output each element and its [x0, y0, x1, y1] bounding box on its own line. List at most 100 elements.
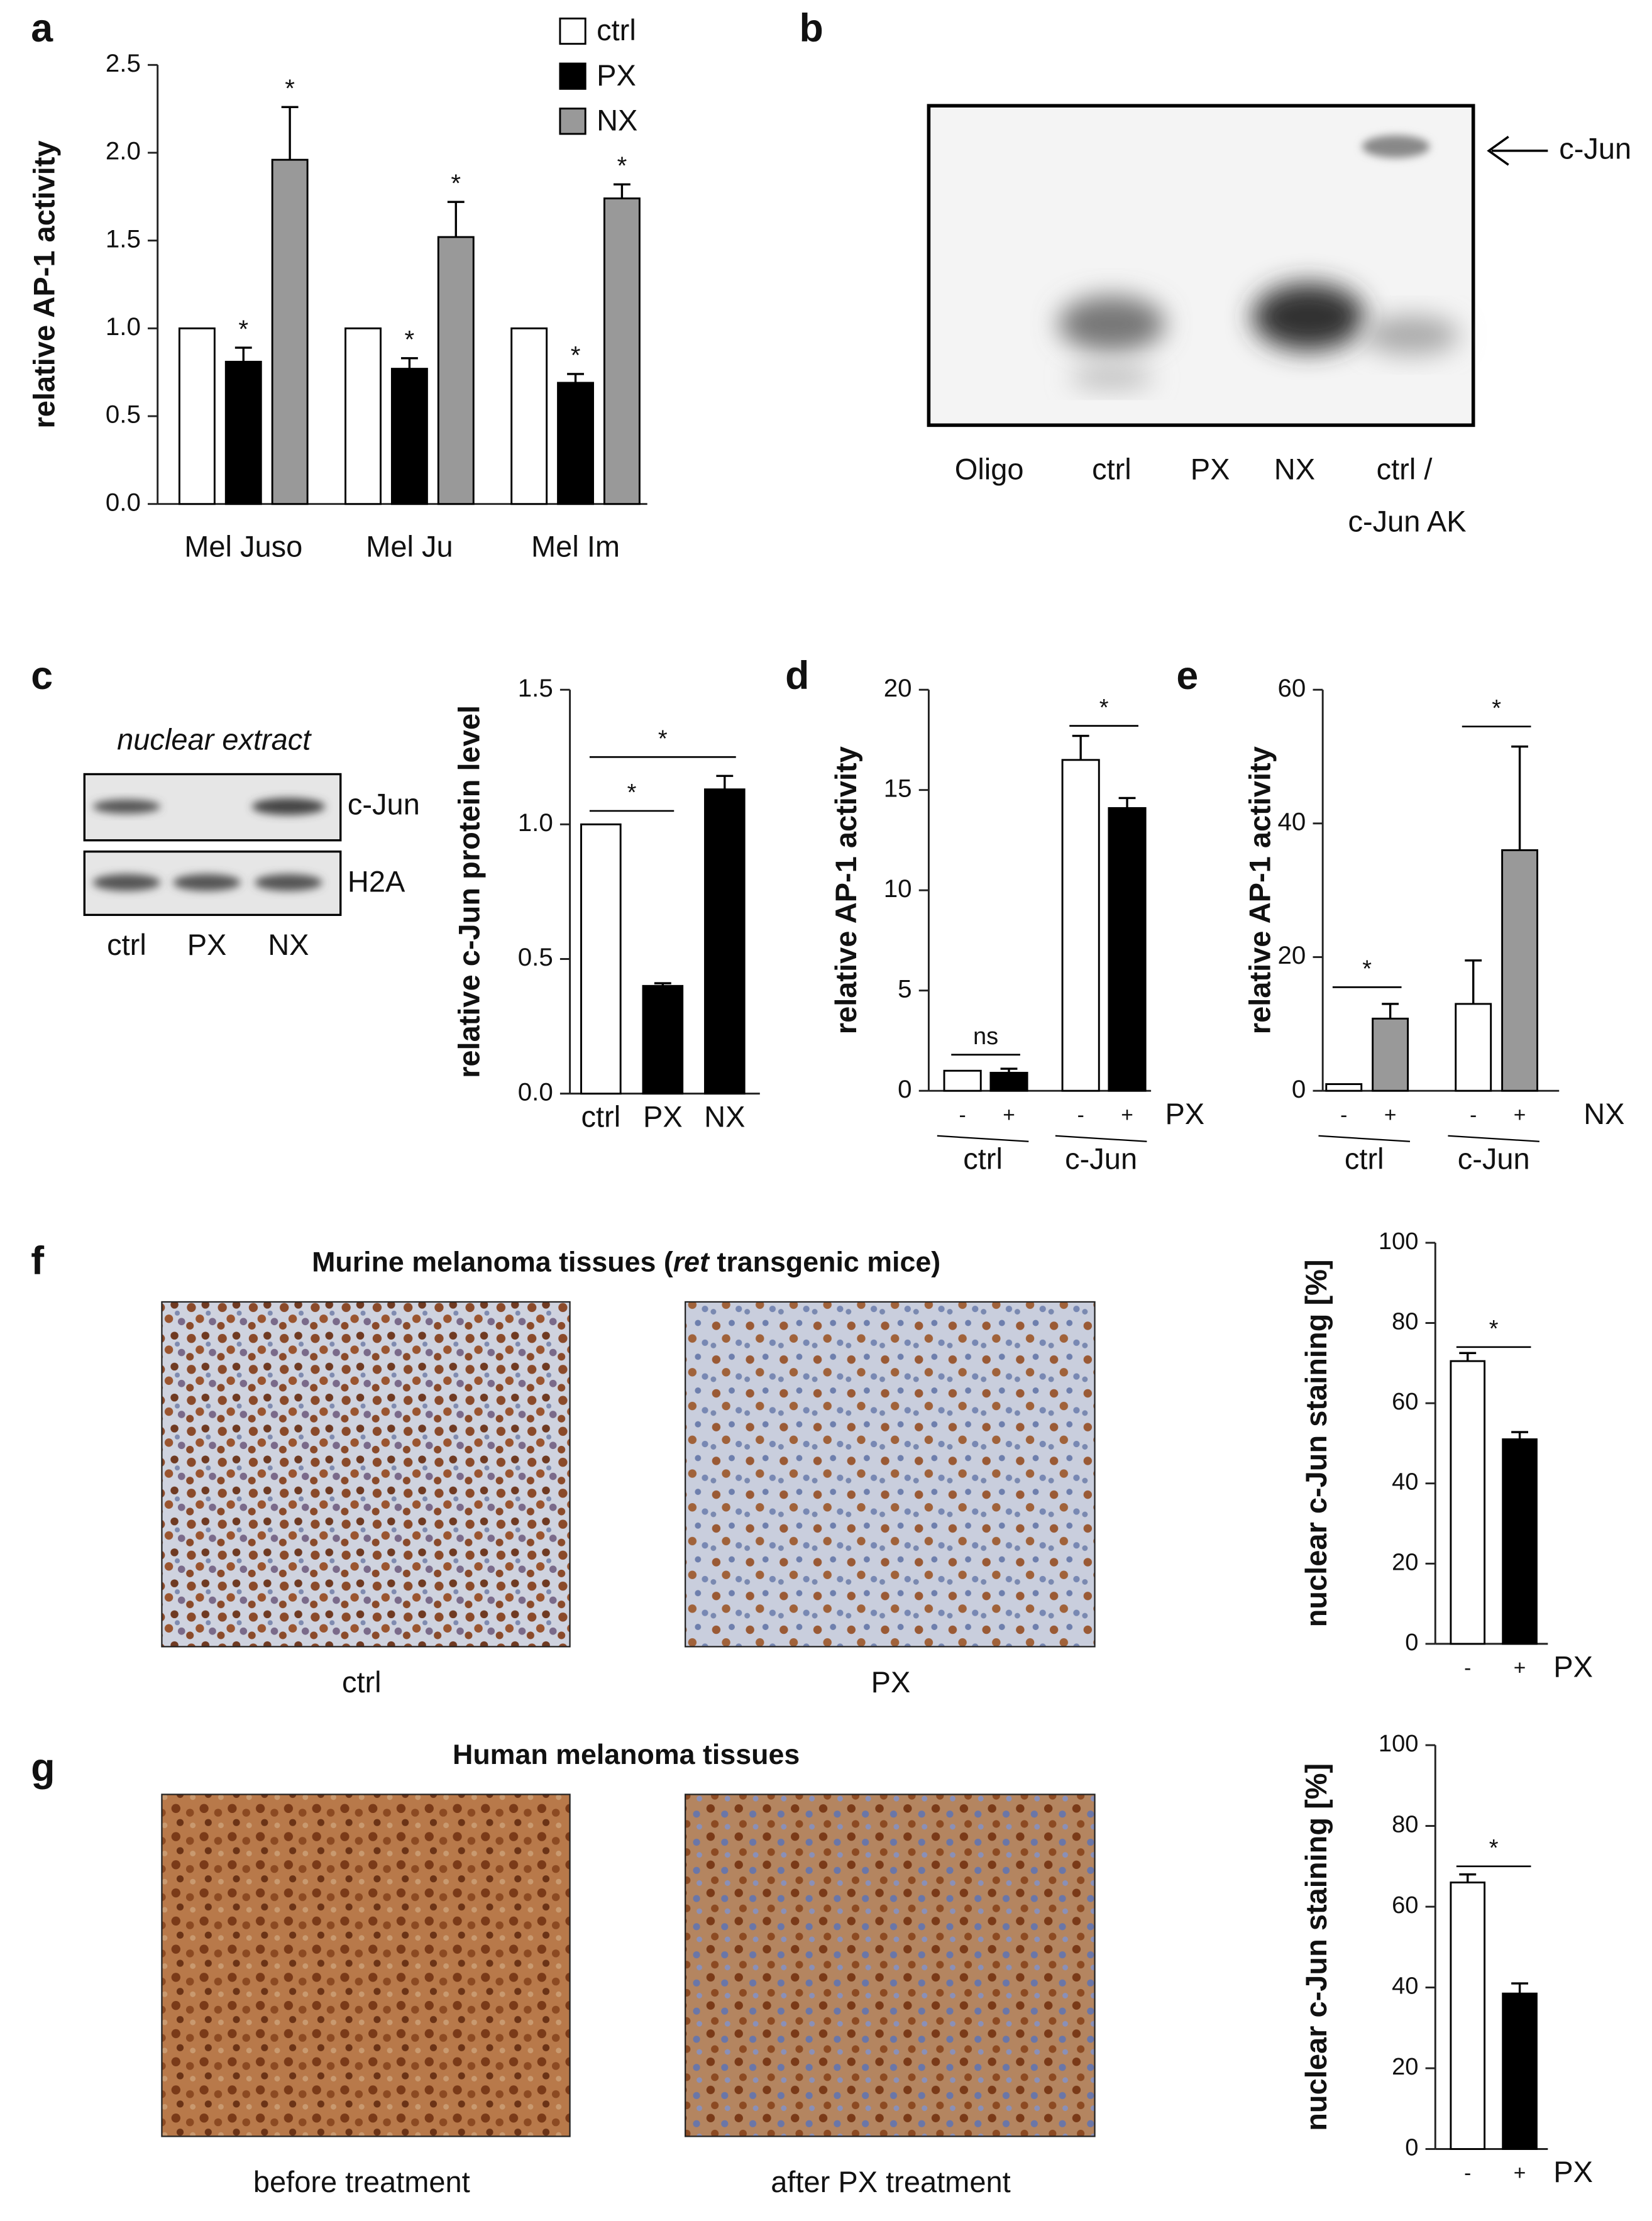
y-tick-label: 2.5	[106, 49, 141, 77]
panel-label: e	[1176, 654, 1198, 698]
x-tick-label: Mel Ju	[366, 530, 453, 563]
x-tick-label: +	[1003, 1103, 1015, 1127]
x-tick-label: -	[1077, 1103, 1084, 1127]
group-line	[937, 1135, 1029, 1142]
y-tick-label: 80	[1392, 1812, 1418, 1838]
bar	[1325, 1083, 1363, 1092]
y-axis-label: relative AP-1 activity	[1243, 746, 1276, 1034]
bar	[943, 1069, 982, 1092]
y-tick-label: 0	[1292, 1075, 1306, 1103]
group-label: c-Jun	[1065, 1142, 1137, 1176]
bar	[557, 382, 594, 505]
error-bar	[1382, 1003, 1399, 1019]
error-bar	[1511, 1982, 1529, 1994]
y-tick-label: 1.5	[106, 224, 141, 253]
y-tick-label: 10	[884, 874, 912, 903]
y-tick-label: 0	[1405, 2135, 1418, 2161]
x-tick-label: -	[959, 1103, 966, 1127]
y-tick-label: 40	[1392, 1469, 1418, 1496]
y-tick-label: 20	[1392, 2054, 1418, 2080]
y-tick-label: 60	[1392, 1892, 1418, 1919]
significance: *	[571, 341, 581, 370]
x-tick-label: NX	[704, 1099, 745, 1133]
y-tick-label: 1.0	[518, 808, 553, 837]
x-tick-label: -	[1470, 1103, 1477, 1127]
bracket-label: *	[658, 725, 668, 752]
bracket-label: ns	[973, 1023, 998, 1050]
x-tick-label: -	[1340, 1103, 1347, 1127]
error-bar	[447, 201, 465, 238]
micrograph-label: before treatment	[253, 2165, 470, 2198]
x-tick-label: Mel Juso	[184, 530, 302, 563]
bracket-label: *	[1489, 1835, 1499, 1861]
x-tick-label: Mel Im	[531, 530, 620, 563]
micrograph-title: Murine melanoma tissues (ret transgenic …	[312, 1246, 940, 1277]
blot-lane-label: ctrl	[107, 928, 146, 961]
bar	[1502, 1438, 1538, 1645]
legend-swatch	[559, 62, 586, 90]
bar	[989, 1071, 1028, 1092]
y-tick-label: 0	[1405, 1629, 1418, 1656]
error-bar	[1118, 796, 1136, 808]
bar	[344, 327, 382, 505]
bracket-label: *	[1489, 1316, 1499, 1342]
gel-image	[927, 104, 1475, 427]
y-tick-label: 100	[1379, 1731, 1418, 1757]
group-line	[1318, 1135, 1411, 1142]
title-part: transgenic mice)	[709, 1246, 940, 1277]
bar	[704, 788, 746, 1095]
legend-swatch	[559, 107, 586, 135]
y-tick-label: 80	[1392, 1309, 1418, 1335]
bar	[271, 158, 309, 505]
bracket-label: *	[1362, 956, 1372, 983]
bar	[390, 368, 428, 505]
y-tick-label: 15	[884, 774, 912, 802]
group-label: ctrl	[963, 1142, 1003, 1176]
y-tick-label: 40	[1392, 1973, 1418, 2000]
blot-header: nuclear extract	[117, 722, 312, 756]
bracket-label: *	[1492, 695, 1501, 722]
lane-label: NX	[1274, 453, 1315, 486]
x-tick-label: -	[1464, 1656, 1471, 1680]
legend-label: NX	[597, 103, 637, 136]
bar	[224, 360, 262, 505]
y-tick-label: 60	[1278, 674, 1306, 702]
error-bar	[234, 346, 252, 362]
y-tick-label: 2.0	[106, 137, 141, 165]
significance: *	[405, 326, 415, 354]
error-bar	[1072, 734, 1089, 760]
micrograph	[161, 1301, 571, 1648]
bracket-label: *	[627, 780, 637, 806]
lane-label: ctrl	[1092, 453, 1132, 486]
error-bar	[1511, 745, 1529, 851]
y-tick-label: 0.5	[518, 943, 553, 971]
bar	[580, 823, 622, 1095]
legend-label: PX	[597, 58, 636, 92]
significance: *	[617, 152, 627, 180]
bar	[437, 236, 475, 505]
factor-label: PX	[1553, 2155, 1593, 2188]
y-tick-label: 100	[1379, 1228, 1418, 1255]
significance: *	[238, 315, 248, 343]
arrow-head	[1487, 136, 1509, 166]
y-tick-label: 0.0	[518, 1077, 553, 1106]
error-bar	[567, 373, 584, 383]
error-bar	[1465, 959, 1482, 1004]
bar	[1061, 759, 1100, 1092]
y-tick-label: 1.5	[518, 674, 553, 702]
micrograph	[685, 1301, 1096, 1648]
y-tick-label: 0.5	[106, 400, 141, 429]
bar	[1502, 1992, 1538, 2150]
y-axis-label: relative AP-1 activity	[829, 746, 862, 1034]
band-label: c-Jun	[1559, 131, 1631, 165]
y-tick-label: 0	[898, 1075, 911, 1103]
y-tick-label: 40	[1278, 807, 1306, 835]
bar	[1372, 1017, 1409, 1092]
y-tick-label: 20	[884, 674, 912, 702]
x-tick-label: +	[1384, 1103, 1397, 1127]
error-bar	[613, 183, 631, 199]
blot-lane-label: NX	[268, 928, 309, 961]
bar	[1108, 807, 1147, 1092]
y-tick-label: 60	[1392, 1389, 1418, 1415]
